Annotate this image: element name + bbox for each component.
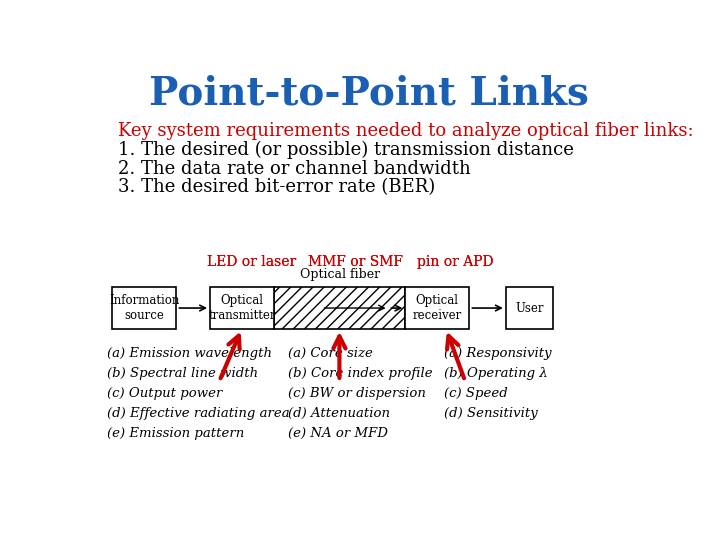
Text: Optical
receiver: Optical receiver — [413, 294, 462, 322]
Text: (a) Responsivity: (a) Responsivity — [444, 347, 552, 360]
Text: (d) Effective radiating area: (d) Effective radiating area — [107, 407, 289, 420]
Text: (c) BW or dispersion: (c) BW or dispersion — [288, 387, 426, 400]
Text: (d) Attenuation: (d) Attenuation — [288, 407, 390, 420]
Text: MMF or SMF: MMF or SMF — [307, 255, 402, 269]
Text: Point-to-Point Links: Point-to-Point Links — [149, 75, 589, 113]
Text: pin or APD: pin or APD — [418, 255, 494, 269]
Text: Optical fiber: Optical fiber — [300, 268, 379, 281]
Text: User: User — [516, 301, 544, 314]
Text: pin or APD: pin or APD — [418, 255, 494, 269]
Text: 2. The data rate or channel bandwidth: 2. The data rate or channel bandwidth — [118, 160, 471, 178]
FancyBboxPatch shape — [210, 287, 274, 329]
Text: (a) Core size: (a) Core size — [288, 347, 373, 360]
Text: (b) Spectral line width: (b) Spectral line width — [107, 367, 258, 380]
FancyBboxPatch shape — [505, 287, 553, 329]
Text: (b) Core index profile: (b) Core index profile — [288, 367, 433, 380]
Text: (b) Operating λ: (b) Operating λ — [444, 367, 548, 380]
Text: MMF or SMF: MMF or SMF — [307, 255, 402, 269]
FancyBboxPatch shape — [112, 287, 176, 329]
Text: Information
source: Information source — [109, 294, 179, 322]
Text: (e) Emission pattern: (e) Emission pattern — [107, 427, 244, 440]
Text: 3. The desired bit-error rate (BER): 3. The desired bit-error rate (BER) — [118, 178, 435, 197]
Text: LED or laser: LED or laser — [207, 255, 297, 269]
Text: (a) Emission wavelength: (a) Emission wavelength — [107, 347, 271, 360]
Text: LED or laser: LED or laser — [207, 255, 297, 269]
Text: (e) NA or MFD: (e) NA or MFD — [288, 427, 388, 440]
Text: 1. The desired (or possible) transmission distance: 1. The desired (or possible) transmissio… — [118, 141, 574, 159]
FancyBboxPatch shape — [405, 287, 469, 329]
Text: (c) Speed: (c) Speed — [444, 387, 508, 400]
Bar — [274, 287, 405, 329]
Text: Optical
transmitter: Optical transmitter — [208, 294, 276, 322]
Text: (d) Sensitivity: (d) Sensitivity — [444, 407, 538, 420]
Text: (c) Output power: (c) Output power — [107, 387, 222, 400]
Text: Key system requirements needed to analyze optical fiber links:: Key system requirements needed to analyz… — [118, 123, 693, 140]
